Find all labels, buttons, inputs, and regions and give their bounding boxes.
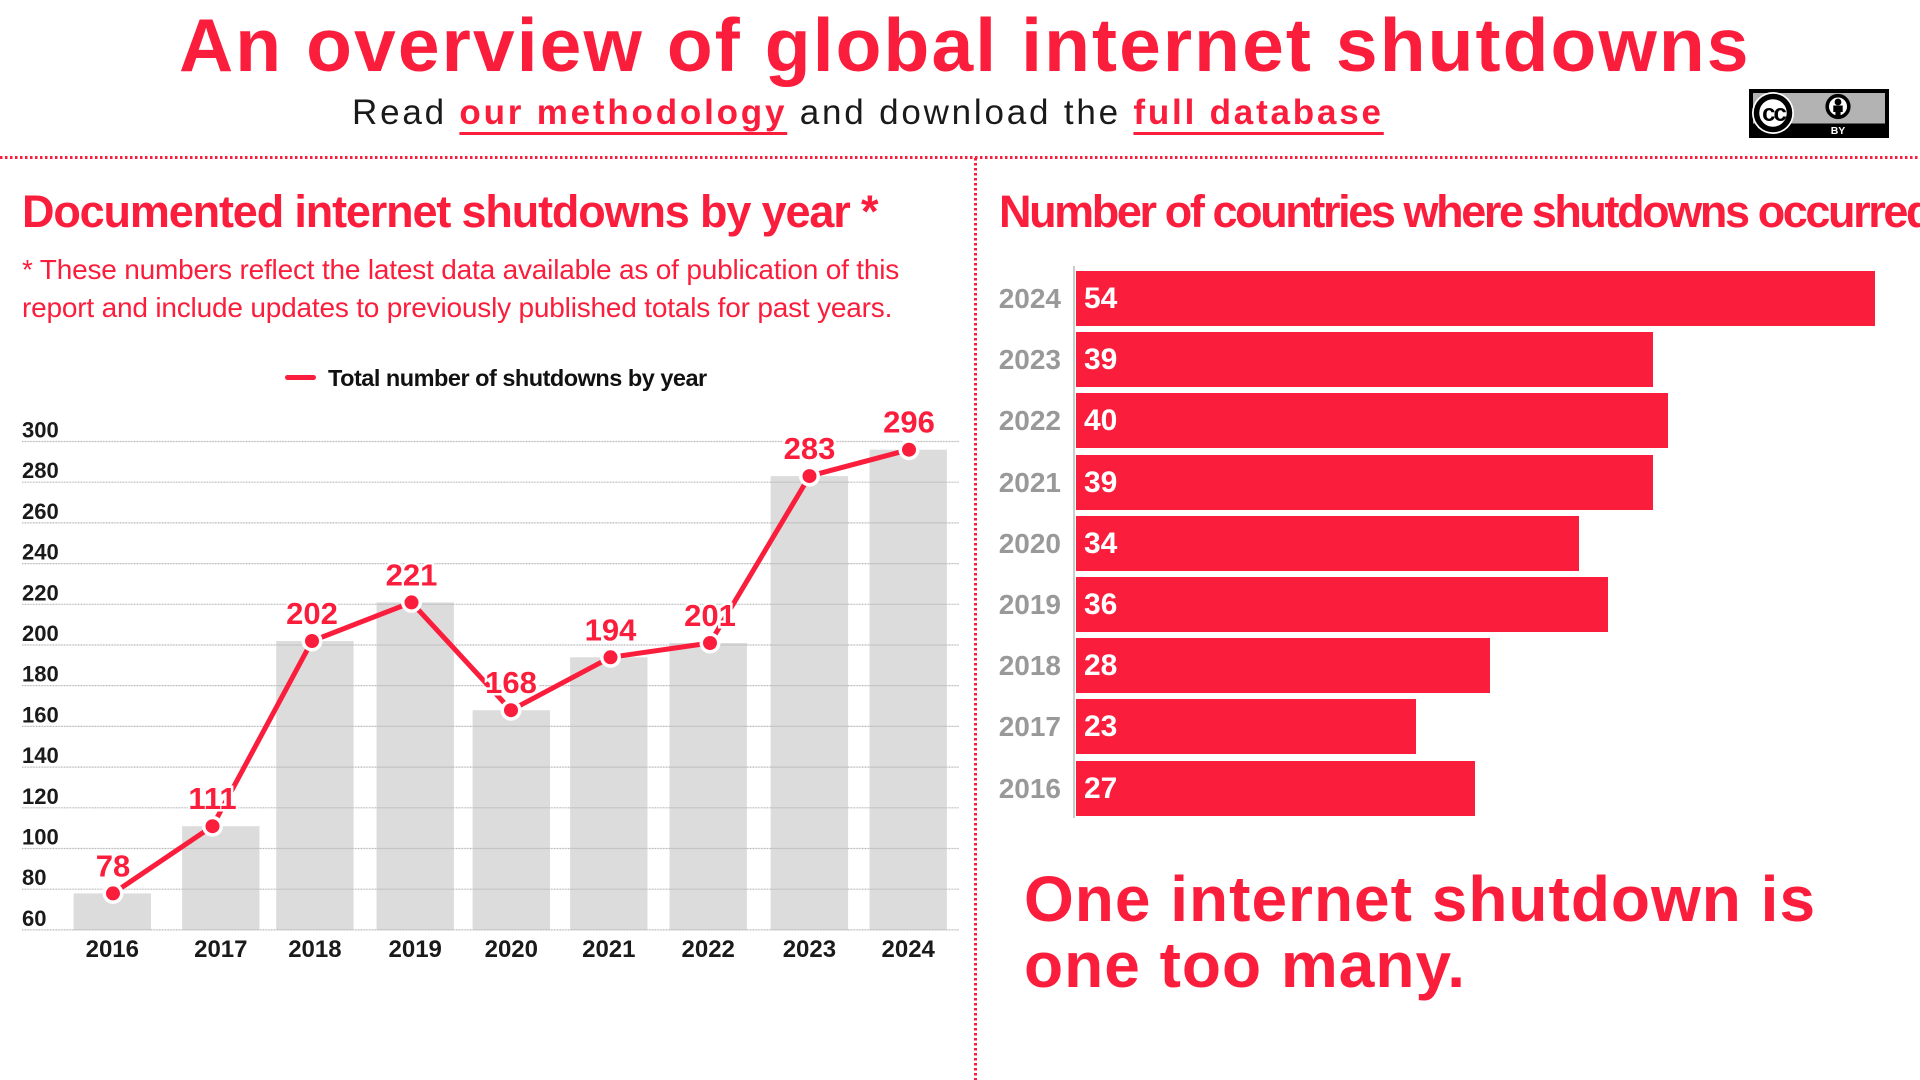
svg-text:240: 240 — [22, 540, 59, 565]
svg-text:201: 201 — [684, 598, 736, 633]
svg-text:BY: BY — [1831, 125, 1846, 137]
svg-text:194: 194 — [585, 612, 637, 647]
svg-text:2017: 2017 — [194, 936, 247, 963]
svg-text:260: 260 — [22, 499, 59, 524]
svg-text:80: 80 — [22, 865, 46, 890]
svg-text:220: 220 — [22, 580, 59, 605]
svg-text:2024: 2024 — [882, 936, 936, 963]
svg-text:78: 78 — [96, 848, 130, 883]
svg-text:283: 283 — [784, 431, 836, 466]
svg-text:cc: cc — [1762, 100, 1786, 127]
svg-text:296: 296 — [883, 405, 935, 440]
svg-text:221: 221 — [386, 557, 438, 592]
svg-text:2020: 2020 — [485, 936, 538, 963]
svg-text:2021: 2021 — [582, 936, 635, 963]
svg-text:202: 202 — [286, 596, 338, 631]
svg-text:2023: 2023 — [783, 936, 836, 963]
svg-text:300: 300 — [22, 418, 59, 443]
svg-text:180: 180 — [22, 662, 59, 687]
svg-text:60: 60 — [22, 906, 46, 931]
svg-text:111: 111 — [188, 781, 236, 816]
svg-text:168: 168 — [485, 665, 537, 700]
svg-text:2022: 2022 — [682, 936, 735, 963]
svg-text:200: 200 — [22, 621, 59, 646]
svg-text:100: 100 — [22, 825, 59, 850]
svg-text:280: 280 — [22, 458, 59, 483]
svg-text:2016: 2016 — [86, 936, 139, 963]
svg-text:2018: 2018 — [288, 936, 341, 963]
svg-text:160: 160 — [22, 702, 59, 727]
svg-text:120: 120 — [22, 784, 59, 809]
svg-text:2019: 2019 — [389, 936, 442, 963]
svg-text:140: 140 — [22, 743, 59, 768]
